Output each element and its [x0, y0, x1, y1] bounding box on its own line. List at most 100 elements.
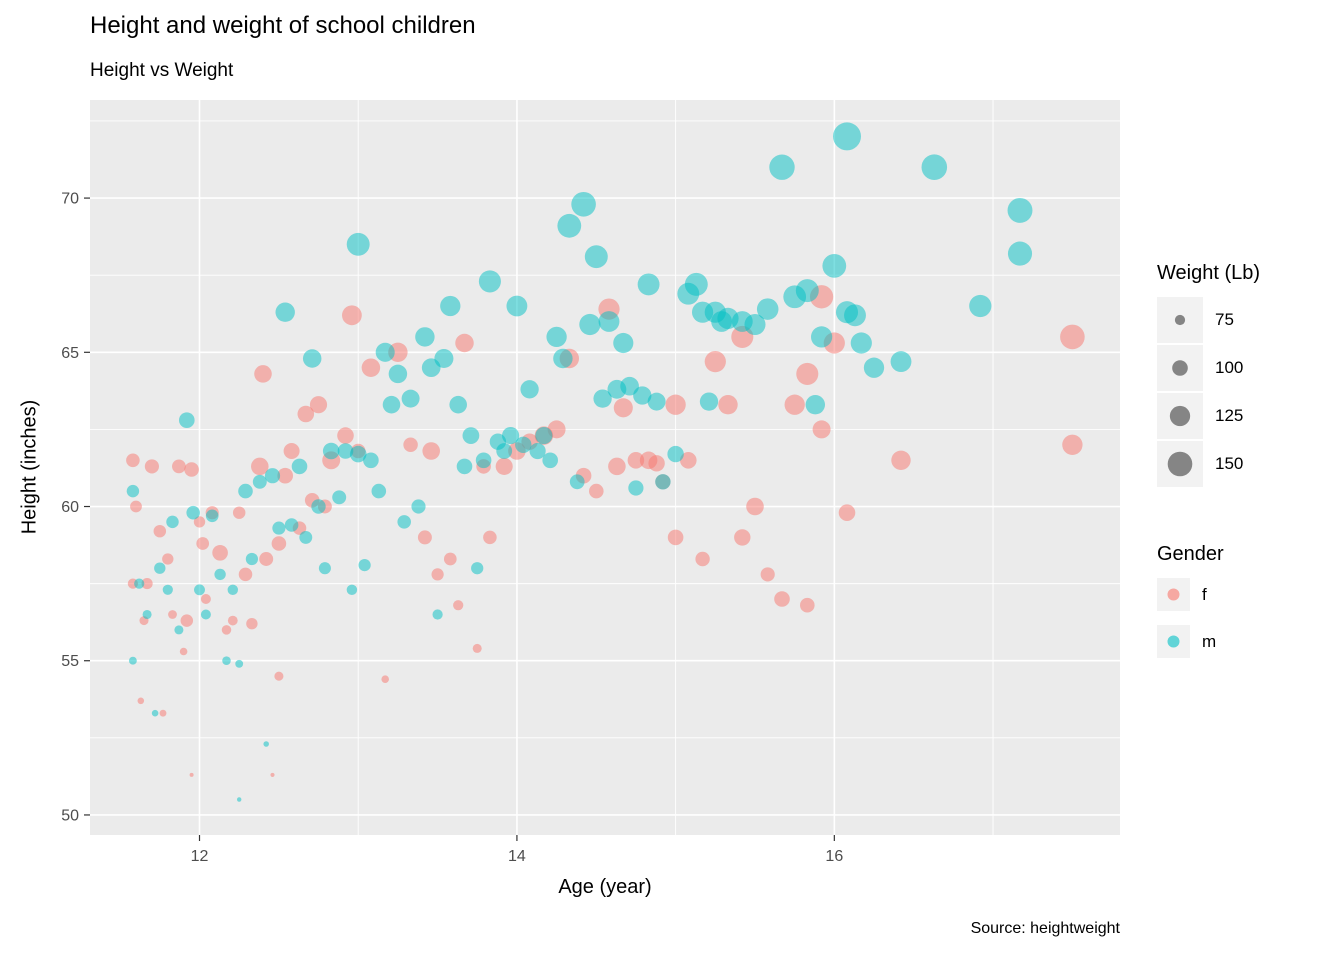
- data-point: [200, 594, 211, 604]
- data-point: [411, 499, 426, 514]
- data-point: [472, 643, 482, 653]
- data-point: [579, 313, 601, 336]
- gender-legend-title: Gender: [1157, 543, 1224, 565]
- data-point: [134, 578, 145, 589]
- data-point: [584, 245, 608, 269]
- data-point: [589, 483, 604, 499]
- data-point: [431, 568, 444, 581]
- data-point: [222, 656, 231, 665]
- data-point: [795, 279, 819, 303]
- data-point: [969, 294, 992, 318]
- data-point: [251, 457, 269, 476]
- size-legend-title: Weight (Lb): [1157, 262, 1261, 284]
- data-point: [397, 515, 411, 529]
- data-point: [179, 647, 188, 656]
- data-point: [259, 552, 274, 566]
- data-point: [263, 741, 269, 747]
- data-point: [627, 452, 645, 469]
- data-point: [144, 459, 159, 474]
- data-point: [613, 398, 633, 418]
- data-point: [506, 295, 528, 317]
- data-point: [520, 380, 539, 399]
- data-point: [456, 458, 473, 475]
- data-point: [443, 552, 457, 566]
- data-point: [137, 697, 145, 705]
- data-point: [151, 709, 159, 717]
- data-point: [571, 192, 596, 217]
- source-caption: Source: heightweight: [970, 920, 1120, 937]
- data-point: [153, 524, 167, 538]
- data-point: [309, 396, 328, 414]
- y-tick-label: 50: [61, 807, 79, 824]
- data-point: [655, 474, 671, 490]
- data-point: [245, 552, 259, 566]
- data-point: [232, 506, 246, 519]
- data-point: [863, 357, 885, 378]
- x-tick-label: 12: [191, 848, 209, 865]
- gender-key-f: [1157, 578, 1190, 611]
- size-key-75: [1157, 297, 1203, 343]
- data-point: [162, 553, 174, 565]
- data-point: [891, 450, 911, 471]
- data-point: [718, 394, 738, 415]
- data-point: [812, 420, 831, 439]
- data-point: [189, 772, 194, 777]
- data-point: [1060, 324, 1085, 350]
- data-point: [569, 474, 585, 490]
- data-point: [184, 462, 199, 477]
- data-point: [695, 551, 710, 567]
- data-point: [796, 362, 819, 385]
- data-point: [805, 394, 826, 415]
- data-point: [440, 295, 461, 317]
- size-legend-item: 150: [1157, 441, 1344, 487]
- data-point: [193, 516, 206, 528]
- gridlines-minor: [90, 100, 1120, 835]
- size-legend-label: 75: [1215, 310, 1234, 329]
- size-legend-label: 150: [1215, 454, 1244, 473]
- data-point: [1062, 434, 1083, 455]
- data-point: [462, 427, 480, 444]
- data-point: [422, 442, 440, 460]
- gender-glyph-circle: [1167, 588, 1180, 601]
- data-point: [342, 305, 362, 326]
- size-legend-label: 125: [1215, 406, 1244, 425]
- data-point: [613, 332, 634, 354]
- data-point: [760, 567, 775, 582]
- data-point: [598, 311, 620, 332]
- data-point: [515, 436, 532, 453]
- data-point: [415, 327, 435, 347]
- data-point: [166, 515, 179, 529]
- data-point: [346, 584, 358, 596]
- data-point: [822, 254, 847, 278]
- data-point: [769, 154, 795, 180]
- size-legend-label: 100: [1215, 358, 1244, 377]
- data-point: [194, 584, 205, 596]
- data-point: [381, 675, 389, 683]
- data-point: [238, 567, 253, 582]
- chart-title: Height and weight of school children: [90, 12, 476, 39]
- size-legend-item: 75: [1157, 297, 1344, 343]
- plot-panel: [90, 100, 1120, 835]
- data-point: [349, 445, 367, 463]
- data-point: [704, 350, 726, 373]
- data-point: [254, 365, 272, 383]
- size-glyph-circle: [1167, 451, 1193, 477]
- gridlines-major: [90, 100, 1120, 835]
- data-point: [172, 459, 186, 474]
- data-point: [680, 452, 697, 469]
- data-point: [833, 122, 861, 151]
- data-point: [297, 405, 315, 423]
- data-point: [196, 537, 210, 550]
- data-point: [529, 442, 546, 460]
- data-point: [375, 342, 395, 362]
- data-point: [264, 468, 281, 484]
- data-point: [271, 536, 287, 551]
- data-point: [162, 584, 173, 595]
- data-point: [388, 364, 408, 384]
- data-point: [168, 610, 177, 619]
- data-point: [553, 348, 573, 369]
- size-legend-item: 100: [1157, 345, 1344, 391]
- data-point: [318, 562, 331, 575]
- data-point: [628, 480, 644, 496]
